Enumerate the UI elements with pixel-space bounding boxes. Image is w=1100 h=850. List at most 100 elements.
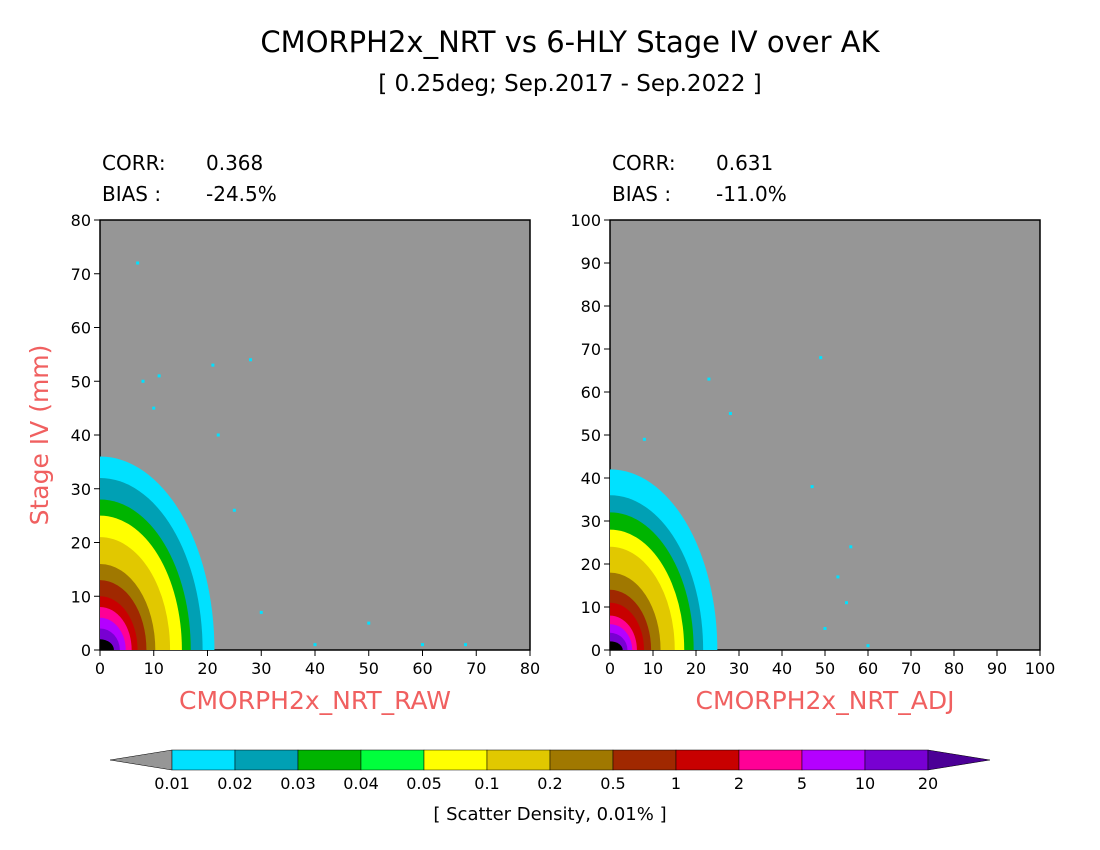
- left-x-tick-label: 50: [359, 659, 379, 678]
- colorbar-tick-label: 0.04: [343, 774, 379, 793]
- left-x-tick-label: 40: [305, 659, 325, 678]
- colorbar-segment: [738, 749, 803, 771]
- right-corr-label: CORR:: [612, 151, 676, 175]
- right-y-tick-label: 30: [581, 512, 601, 531]
- right-scatter-point: [707, 377, 711, 381]
- right-scatter-point: [642, 437, 646, 441]
- colorbar-segment: [360, 749, 425, 771]
- right-x-tick-label: 80: [944, 659, 964, 678]
- right-scatter-point: [823, 627, 827, 630]
- left-bias-value: -24.5%: [206, 182, 277, 206]
- left-x-tick-label: 10: [144, 659, 164, 678]
- left-scatter-point: [211, 363, 215, 367]
- right-scatter-point: [836, 575, 840, 579]
- left-scatter-point: [421, 643, 424, 647]
- right-y-tick-label: 90: [581, 254, 601, 273]
- left-scatter-point: [259, 610, 263, 614]
- left-y-axis-label: Stage IV (mm): [25, 345, 54, 526]
- left-y-tick-label: 60: [71, 319, 91, 338]
- colorbar-tick-label: 1: [671, 774, 681, 793]
- colorbar-segment: [171, 749, 236, 771]
- left-y-tick-label: 40: [71, 426, 91, 445]
- right-scatter-point: [849, 545, 853, 549]
- right-y-tick-label: 70: [581, 340, 601, 359]
- colorbar-tick-label: 0.1: [474, 774, 499, 793]
- colorbar-tick-label: 0.02: [217, 774, 253, 793]
- right-x-axis-label: CMORPH2x_NRT_ADJ: [696, 686, 955, 715]
- right-x-tick-label: 70: [901, 659, 921, 678]
- left-y-tick-label: 30: [71, 480, 91, 499]
- left-y-tick-label: 0: [81, 641, 91, 660]
- colorbar-tick-label: 0.03: [280, 774, 316, 793]
- right-y-tick-label: 60: [581, 383, 601, 402]
- left-corr-value: 0.368: [206, 151, 263, 175]
- right-x-tick-label: 30: [729, 659, 749, 678]
- colorbar-tick-label: 10: [855, 774, 875, 793]
- left-x-tick-label: 20: [197, 659, 217, 678]
- right-y-tick-label: 0: [591, 641, 601, 660]
- right-bias-value: -11.0%: [716, 182, 787, 206]
- right-y-tick-label: 100: [570, 211, 601, 230]
- colorbar-segment: [234, 749, 299, 771]
- colorbar-tick-label: 20: [918, 774, 938, 793]
- colorbar-tick-label: 0.05: [406, 774, 442, 793]
- colorbar-tick-label: 5: [797, 774, 807, 793]
- left-scatter-point: [216, 433, 220, 437]
- left-y-tick-label: 50: [71, 372, 91, 391]
- right-scatter-point: [845, 601, 848, 605]
- right-scatter-point: [819, 356, 823, 360]
- colorbar: 0.01 0.02 0.03 0.04 0.05 0.1 0.2 0.5 1 2 5 10 20: [109, 749, 991, 793]
- colorbar-under-triangle: [109, 749, 173, 771]
- right-x-tick-label: 0: [605, 659, 615, 678]
- colorbar-tick-label: 2: [734, 774, 744, 793]
- colorbar-segment: [801, 749, 866, 771]
- right-x-tick-label: 90: [987, 659, 1007, 678]
- colorbar-segment: [423, 749, 488, 771]
- right-scatter-point: [866, 644, 870, 648]
- left-density-ring-20: [100, 639, 114, 650]
- left-scatter-point: [152, 406, 156, 410]
- left-scatter-point: [141, 379, 145, 383]
- left-panel: CORR: 0.368 BIAS : -24.5% 0 10 20 30 40 50 60 7…: [25, 151, 540, 715]
- chart-title: CMORPH2x_NRT vs 6-HLY Stage IV over AK: [260, 25, 880, 59]
- left-x-tick-label: 0: [95, 659, 105, 678]
- colorbar-segment: [864, 749, 929, 771]
- right-x-tick-label: 20: [686, 659, 706, 678]
- right-density-ring-20: [610, 641, 623, 650]
- left-x-tick-label: 80: [520, 659, 540, 678]
- right-y-tick-label: 40: [581, 469, 601, 488]
- left-scatter-point: [464, 643, 467, 647]
- right-axis-ticks: 0 10 20 30 40 50 60 70 80 90 100 0 10 20 30 40 50 60 70 80 9…: [570, 211, 1055, 678]
- right-corr-value: 0.631: [716, 151, 773, 175]
- left-axis-ticks: 0 10 20 30 40 50 60 70 80 0 10 20 30 40 50 60 70 80: [71, 211, 541, 678]
- right-x-tick-label: 50: [815, 659, 835, 678]
- left-x-tick-label: 30: [251, 659, 271, 678]
- right-x-tick-label: 40: [772, 659, 792, 678]
- colorbar-over-triangle: [927, 749, 991, 771]
- colorbar-tick-label: 0.5: [600, 774, 625, 793]
- colorbar-segment: [612, 749, 677, 771]
- left-density-marks: [100, 261, 467, 650]
- right-y-tick-label: 50: [581, 426, 601, 445]
- right-panel: CORR: 0.631 BIAS : -11.0% 0 10 20 30 40 50 60 7…: [570, 151, 1055, 715]
- colorbar-segment: [675, 749, 740, 771]
- left-x-tick-label: 60: [412, 659, 432, 678]
- right-x-tick-label: 10: [643, 659, 663, 678]
- left-x-tick-label: 70: [466, 659, 486, 678]
- left-y-tick-label: 70: [71, 265, 91, 284]
- left-scatter-point: [367, 621, 371, 625]
- right-x-tick-label: 100: [1025, 659, 1056, 678]
- right-y-tick-label: 20: [581, 555, 601, 574]
- left-bias-label: BIAS :: [102, 182, 161, 206]
- chart-subtitle: [ 0.25deg; Sep.2017 - Sep.2022 ]: [378, 71, 762, 97]
- colorbar-segment: [486, 749, 551, 771]
- left-x-axis-label: CMORPH2x_NRT_RAW: [179, 686, 451, 715]
- right-y-tick-label: 80: [581, 297, 601, 316]
- left-y-tick-label: 20: [71, 534, 91, 553]
- left-scatter-point: [232, 508, 236, 512]
- left-scatter-point: [157, 374, 161, 378]
- left-y-tick-label: 80: [71, 211, 91, 230]
- colorbar-label: [ Scatter Density, 0.01% ]: [433, 804, 666, 825]
- left-scatter-point: [313, 643, 317, 647]
